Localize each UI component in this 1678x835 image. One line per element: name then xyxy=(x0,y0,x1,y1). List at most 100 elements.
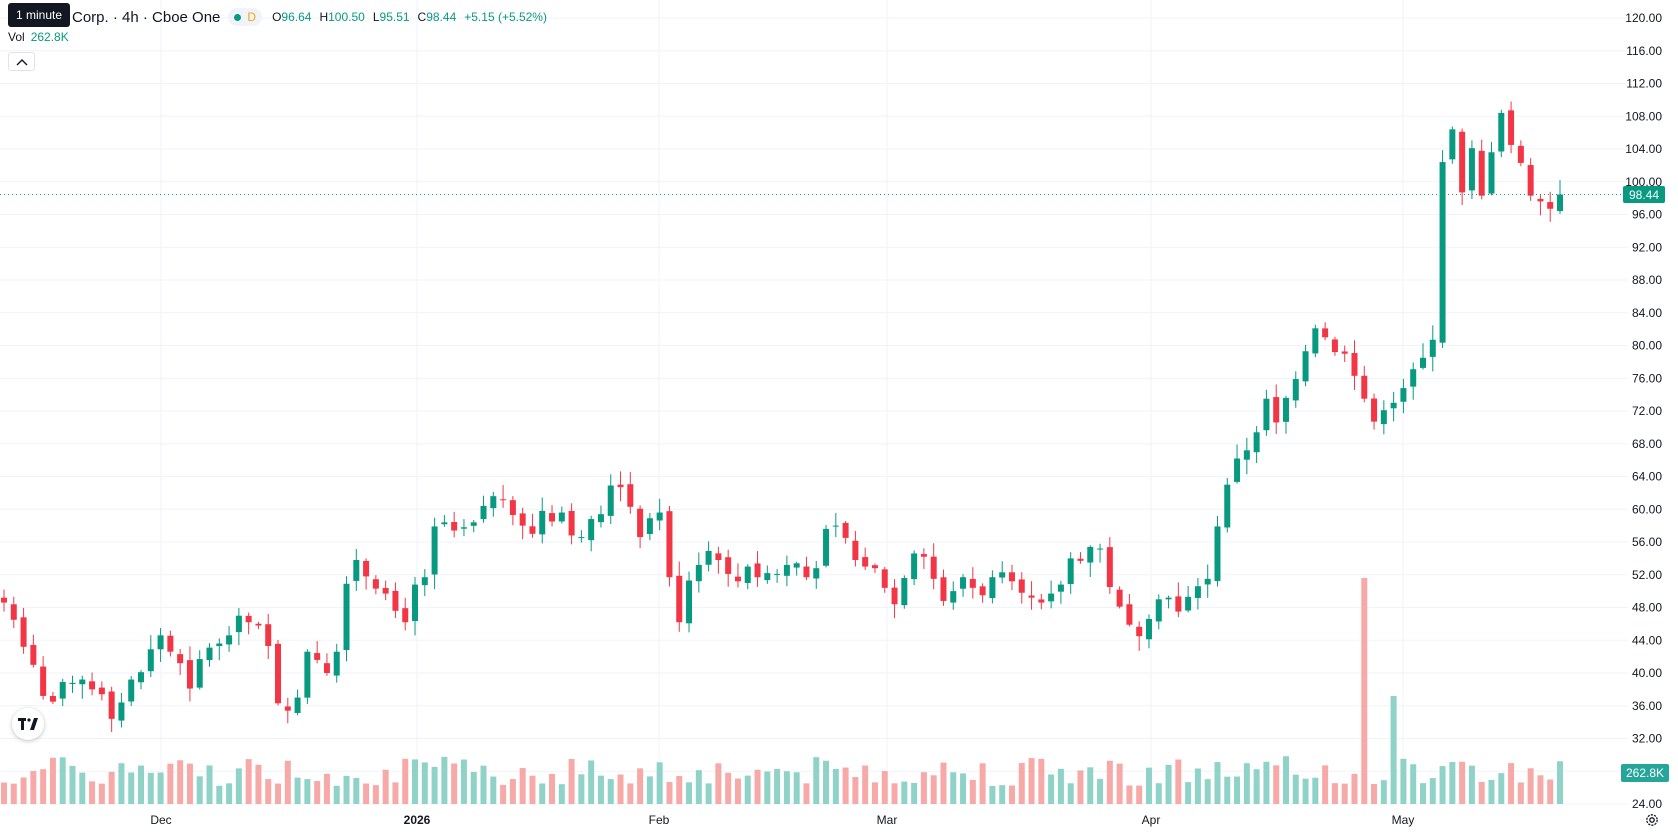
candle-body xyxy=(1175,596,1182,612)
candle-body xyxy=(813,568,820,579)
candle-body xyxy=(627,484,634,507)
volume-bar xyxy=(186,763,193,804)
volume-bar xyxy=(950,772,957,804)
y-tick-label: 48.00 xyxy=(1632,601,1662,615)
volume-bar xyxy=(196,776,203,804)
candle-body xyxy=(490,496,497,509)
volume-bar xyxy=(1028,758,1035,804)
candle-body xyxy=(1165,597,1172,600)
candle-body xyxy=(989,577,996,599)
volume-bar xyxy=(30,771,37,804)
candle-body xyxy=(715,553,722,561)
volume-bar xyxy=(500,784,507,804)
y-tick-label: 108.00 xyxy=(1625,109,1662,123)
candle-body xyxy=(969,579,976,588)
volume-bar xyxy=(1390,696,1397,804)
volume-bar xyxy=(862,765,869,804)
close-label: C xyxy=(417,10,427,24)
volume-bar xyxy=(1106,760,1113,804)
candle-body xyxy=(842,522,849,538)
y-tick-label: 52.00 xyxy=(1632,568,1662,582)
y-tick-label: 36.00 xyxy=(1632,699,1662,713)
candle-body xyxy=(1057,584,1064,592)
candle-body xyxy=(950,591,957,603)
volume-bar xyxy=(842,767,849,804)
volume-bar xyxy=(597,775,604,804)
x-tick-label: 2026 xyxy=(404,813,431,827)
volume-bar xyxy=(774,768,781,804)
volume-bar xyxy=(999,785,1006,804)
volume-bar xyxy=(1067,783,1074,804)
candle-body xyxy=(539,510,546,535)
candle-body xyxy=(646,518,653,535)
y-tick-label: 92.00 xyxy=(1632,240,1662,254)
volume-bar xyxy=(470,771,477,804)
y-tick-label: 80.00 xyxy=(1632,339,1662,353)
candle-body xyxy=(1145,618,1152,640)
symbol-legend: Corp. · 4h · Cboe One D O96.64 H100.50 L… xyxy=(8,6,547,28)
volume-bar xyxy=(402,758,409,804)
price-axis[interactable]: 24.0028.0032.0036.0040.0044.0048.0052.00… xyxy=(1625,11,1662,811)
candle-body xyxy=(265,624,272,646)
volume-bar xyxy=(1018,763,1025,804)
x-tick-label: May xyxy=(1392,813,1415,827)
x-tick-label: Apr xyxy=(1142,813,1161,827)
collapse-legend-button[interactable] xyxy=(8,52,35,71)
candle-body xyxy=(1126,604,1133,625)
tradingview-logo-icon[interactable] xyxy=(12,708,44,740)
volume-bar xyxy=(803,783,810,804)
candle-body xyxy=(480,505,487,520)
volume-bar xyxy=(226,783,233,804)
candle-body xyxy=(333,651,340,676)
candle-body xyxy=(1410,369,1417,387)
candle-body xyxy=(578,537,585,539)
volume-bar xyxy=(979,763,986,804)
volume-bar xyxy=(304,779,311,804)
time-axis[interactable]: Dec 2026 Feb Mar Apr May xyxy=(150,813,1414,827)
volume-bar xyxy=(451,763,458,804)
candle-body xyxy=(235,615,242,633)
volume-bar xyxy=(1449,762,1456,804)
candle-body xyxy=(1273,397,1280,423)
candle-body xyxy=(793,563,800,568)
volume-bar xyxy=(930,775,937,804)
candle-body xyxy=(157,635,164,650)
volume-bar xyxy=(539,783,546,804)
volume-bar xyxy=(705,783,712,804)
candle-body xyxy=(1028,595,1035,598)
symbol-title[interactable]: Corp. · 4h · Cboe One xyxy=(72,8,221,26)
volume-bar xyxy=(255,764,262,804)
candle-body xyxy=(1488,152,1495,194)
volume-bar xyxy=(1155,783,1162,804)
volume-bar xyxy=(108,771,115,804)
interval-tooltip: 1 minute xyxy=(8,3,71,27)
candle-body xyxy=(59,682,66,699)
gear-icon[interactable] xyxy=(1644,812,1660,828)
candle-body xyxy=(1224,484,1231,528)
volume-bar xyxy=(1312,777,1319,804)
volume-bar xyxy=(588,760,595,804)
candle-body xyxy=(549,513,556,522)
candle-body xyxy=(1097,548,1104,550)
volume-bar xyxy=(911,782,918,804)
candle-body xyxy=(138,672,145,683)
volume-bar xyxy=(832,768,839,804)
volume-bar xyxy=(891,783,898,804)
y-tick-label: 84.00 xyxy=(1632,306,1662,320)
candle-body xyxy=(676,575,683,623)
volume-bar xyxy=(1322,765,1329,804)
candle-body xyxy=(382,588,389,594)
volume-bar xyxy=(69,765,76,804)
volume-bar xyxy=(1087,767,1094,804)
y-tick-label: 64.00 xyxy=(1632,470,1662,484)
candle-body xyxy=(881,569,888,588)
volume-bar xyxy=(89,781,96,804)
y-tick-label: 120.00 xyxy=(1625,11,1662,25)
volume-bar xyxy=(1116,763,1123,804)
volume-legend: Vol 262.8K xyxy=(8,30,69,44)
market-status-badge[interactable]: D xyxy=(228,8,263,26)
candle-body xyxy=(1557,194,1563,212)
candle-body xyxy=(823,528,830,566)
candle-body xyxy=(441,522,448,525)
